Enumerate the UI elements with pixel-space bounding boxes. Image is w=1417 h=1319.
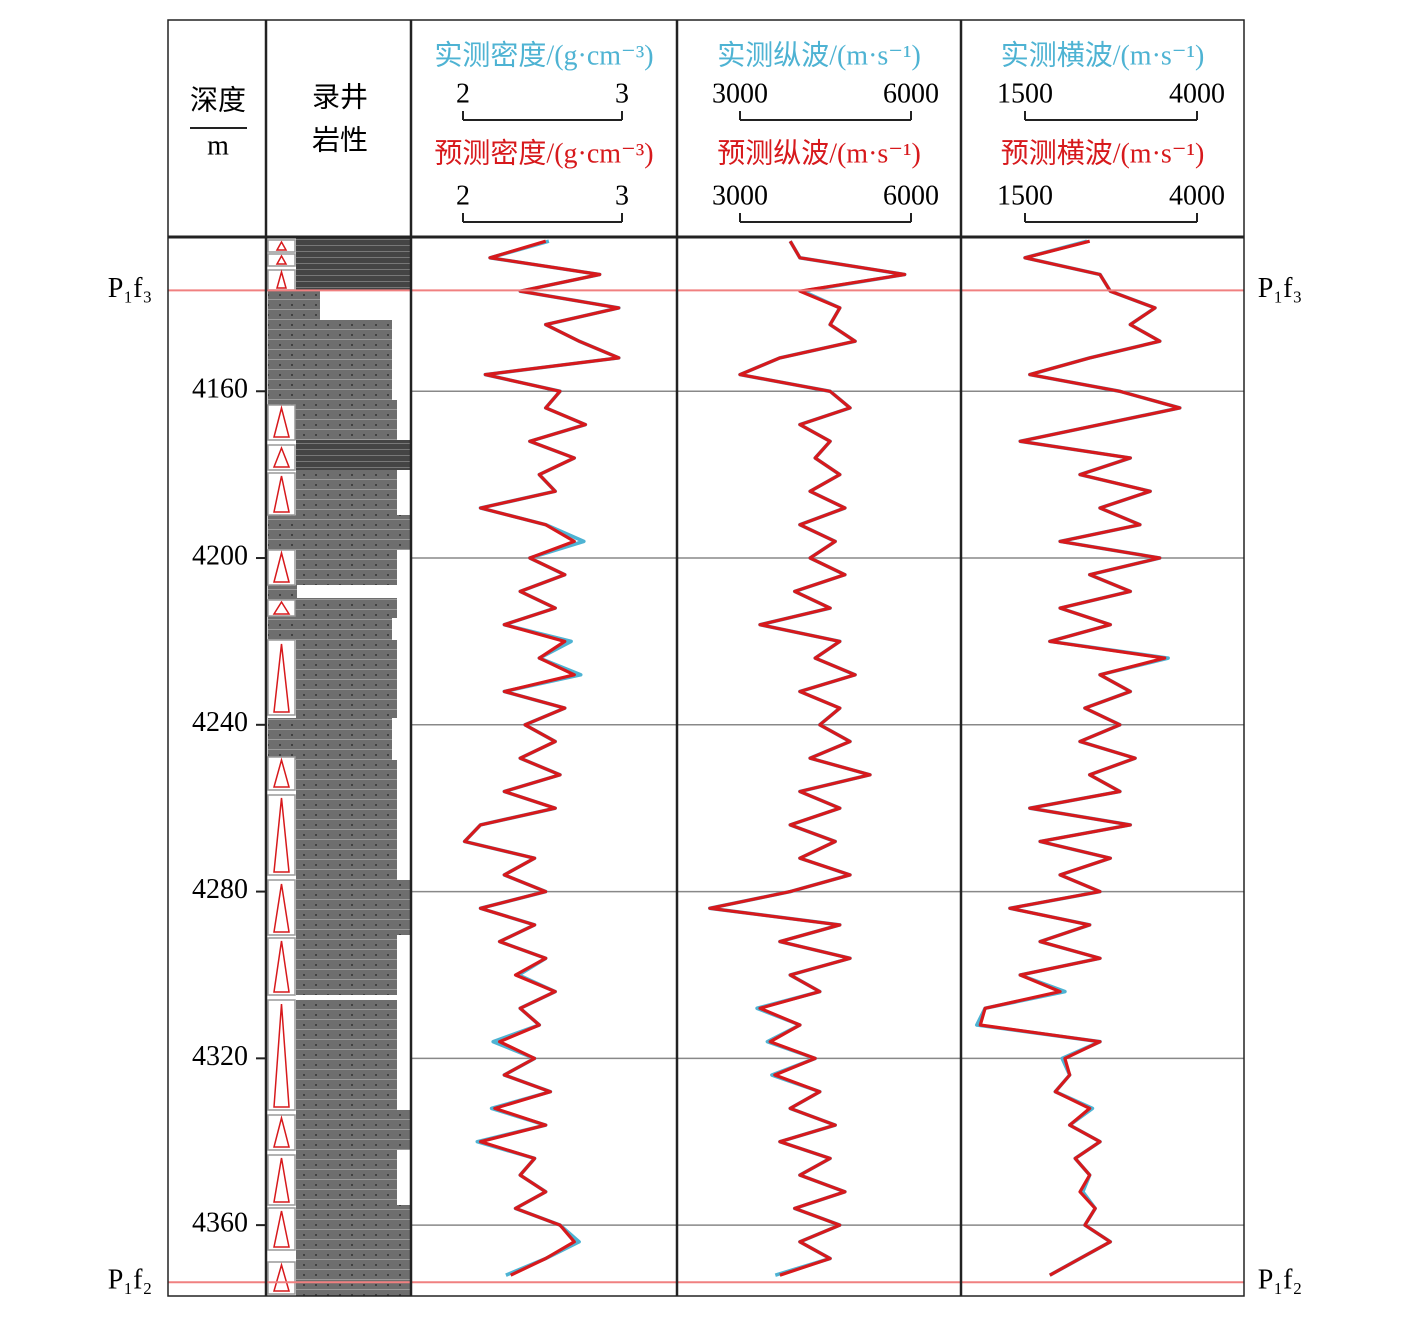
y-tick-label: 4360 — [192, 1208, 248, 1239]
lithology-label: 录井 — [312, 81, 368, 113]
legend-label: 实测密度/(g·cm⁻³) — [434, 39, 653, 71]
legend-label: 预测密度/(g·cm⁻³) — [434, 137, 653, 169]
frame — [167, 19, 1245, 1297]
y-tick-label: 4200 — [192, 540, 248, 571]
scale-tick-label: 3000 — [712, 78, 768, 109]
scale-tick-label: 6000 — [883, 180, 939, 211]
scale-tick-label: 4000 — [1169, 180, 1225, 211]
formation-label: P₁f₃ — [108, 273, 152, 304]
scale-tick-label: 2 — [456, 180, 470, 211]
y-tick-label: 4320 — [192, 1041, 248, 1072]
log-curve — [463, 239, 621, 1277]
scale-tick-label: 1500 — [997, 78, 1053, 109]
scale-tick-label: 2 — [456, 78, 470, 109]
depth-label: 深度 — [190, 84, 246, 116]
formation-label: P₁f₂ — [108, 1265, 152, 1296]
lithology-label: 岩性 — [312, 124, 368, 156]
y-tick-label: 4280 — [192, 874, 248, 905]
y-tick-label: 4240 — [192, 707, 248, 738]
cycle-markers — [267, 239, 296, 1295]
formation-label: P₁f₃ — [1258, 273, 1302, 304]
legend-label: 预测横波/(m·s⁻¹) — [1001, 137, 1205, 169]
depth-unit: m — [207, 130, 229, 161]
y-tick-label: 4160 — [192, 374, 248, 405]
scale-tick-label: 4000 — [1169, 78, 1225, 109]
log-curve — [708, 240, 907, 1277]
scale-tick-label: 6000 — [883, 78, 939, 109]
scale-tick-label: 3 — [615, 78, 629, 109]
scale-tick-label: 1500 — [997, 180, 1053, 211]
legend-label: 实测纵波/(m·s⁻¹) — [717, 39, 921, 71]
plot-layer: 4160 4200 4240 4280 4320 4360 实测密度/(g·cm⁻³) 2 3 预… — [108, 39, 1302, 1295]
legend-label: 实测横波/(m·s⁻¹) — [1001, 39, 1205, 71]
scale-tick-label: 3 — [615, 180, 629, 211]
scale-tick-label: 3000 — [712, 180, 768, 211]
formation-label: P₁f₂ — [1258, 1265, 1302, 1296]
log-curve — [978, 239, 1182, 1277]
legend-label: 预测纵波/(m·s⁻¹) — [717, 137, 921, 169]
